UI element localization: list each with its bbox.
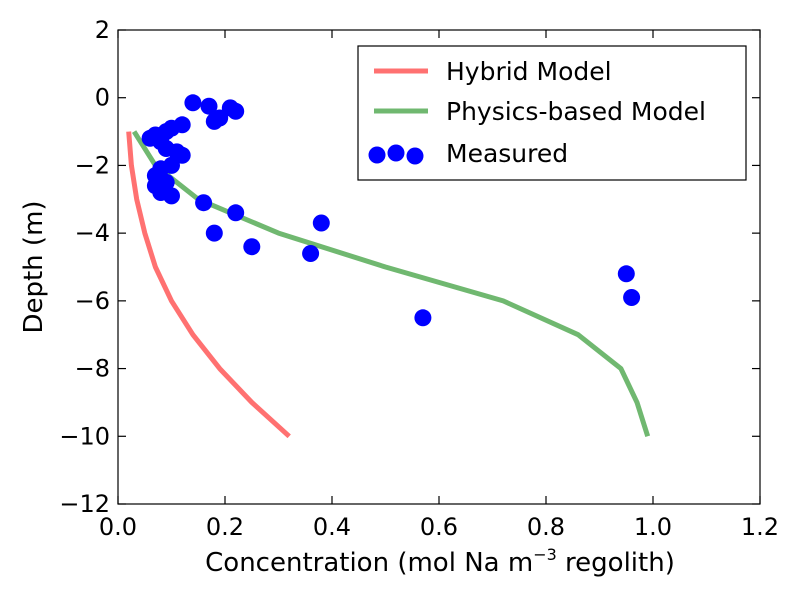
y-tick-label: −8 (75, 355, 110, 383)
measured-point (243, 238, 261, 256)
x-tick-label: 0.4 (313, 513, 351, 541)
y-tick-label: −10 (59, 422, 110, 450)
hybrid-model-line (126, 131, 291, 439)
x-tick-label: 0.0 (99, 513, 137, 541)
measured-point (414, 309, 432, 327)
y-tick-label: −6 (75, 287, 110, 315)
measured-point (200, 97, 218, 115)
data-layer (126, 94, 651, 439)
legend-measured-label: Measured (446, 139, 568, 168)
measured-point (227, 102, 245, 120)
y-tick-label: −4 (75, 219, 110, 247)
x-axis-label-superscript: −3 (533, 545, 557, 564)
x-tick-label: 0.6 (420, 513, 458, 541)
tick-layer: 0.0 0.2 0.4 0.6 0.8 1.0 1.2 2 0 −2 −4 −6 −8 −10 −12 (59, 16, 779, 541)
measured-point (184, 94, 202, 112)
y-tick-label: −12 (59, 490, 110, 518)
measured-point (227, 204, 245, 222)
y-axis-label: Depth (m) (19, 200, 49, 333)
y-tick-label: −2 (75, 151, 110, 179)
measured-point (195, 194, 213, 212)
legend-measured-marker (406, 147, 424, 165)
legend-measured-marker (387, 144, 405, 162)
legend: Hybrid Model Physics-based Model Measure… (357, 45, 747, 181)
x-axis-label: Concentration (mol Na m−3 regolith) (205, 545, 675, 578)
x-tick-label: 0.2 (206, 513, 244, 541)
y-tick-label: 0 (95, 84, 110, 112)
x-tick-label: 1.2 (741, 513, 779, 541)
measured-point (205, 112, 223, 130)
physics-based-model-line (131, 130, 651, 438)
measured-point (173, 146, 191, 164)
y-tick-label: 2 (95, 16, 110, 44)
measured-point (163, 187, 180, 205)
measured-point (623, 289, 641, 306)
legend-physics-based-model-label: Physics-based Model (446, 97, 706, 126)
measured-point (302, 245, 320, 262)
measured-point (617, 265, 635, 283)
x-tick-label: 1.0 (634, 513, 672, 541)
measured-point (205, 224, 223, 242)
legend-measured-marker (368, 146, 386, 164)
measured-point (312, 214, 330, 232)
x-tick-label: 0.8 (527, 513, 565, 541)
legend-hybrid-model-label: Hybrid Model (446, 57, 612, 86)
